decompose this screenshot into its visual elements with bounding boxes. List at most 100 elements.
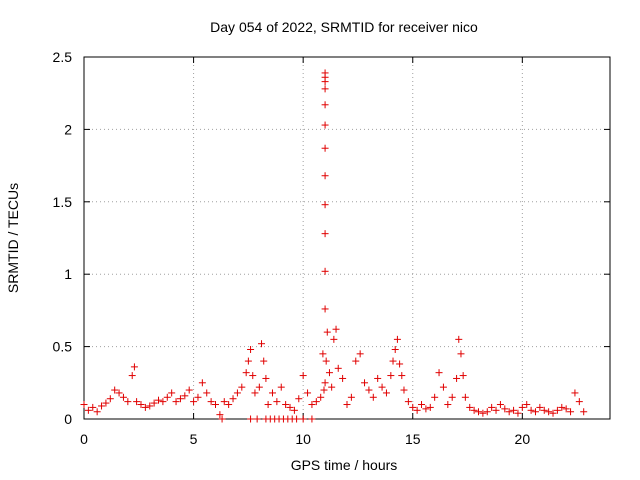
x-tick-label: 10	[295, 431, 311, 447]
data-point	[496, 401, 504, 409]
data-point	[422, 405, 430, 413]
data-point	[102, 399, 110, 407]
data-point	[299, 415, 307, 423]
data-point	[549, 409, 557, 417]
data-point	[387, 372, 395, 380]
data-point	[190, 398, 198, 406]
data-point	[321, 172, 329, 180]
data-point	[115, 389, 123, 397]
x-tick-label: 5	[190, 431, 198, 447]
data-point	[374, 374, 382, 382]
data-point	[218, 415, 226, 423]
x-tick-label: 20	[515, 431, 531, 447]
data-point	[273, 398, 281, 406]
data-point	[321, 305, 329, 313]
data-point	[448, 393, 456, 401]
data-point	[203, 389, 211, 397]
y-tick-label: 0.5	[53, 339, 73, 355]
data-point	[106, 395, 114, 403]
data-point	[571, 389, 579, 397]
y-ticks: 0 0.5 1 1.5 2 2.5	[53, 49, 610, 427]
data-point	[247, 345, 255, 353]
data-point	[238, 383, 246, 391]
data-point	[453, 374, 461, 382]
data-point	[194, 393, 202, 401]
data-point	[369, 393, 377, 401]
data-point	[356, 350, 364, 358]
data-point	[323, 328, 331, 336]
data-point	[146, 402, 154, 410]
y-tick-label: 2.5	[53, 49, 73, 65]
data-point	[518, 403, 526, 411]
data-point	[159, 398, 167, 406]
data-point	[389, 357, 397, 365]
data-point	[124, 398, 132, 406]
data-point	[391, 345, 399, 353]
data-point	[365, 386, 373, 394]
data-point	[325, 369, 333, 377]
data-point	[308, 401, 316, 409]
data-point	[141, 403, 149, 411]
data-point	[220, 398, 228, 406]
data-point	[457, 350, 465, 358]
data-point	[455, 335, 463, 343]
chart-title: Day 054 of 2022, SRMTID for receiver nic…	[210, 19, 478, 35]
grid-lines	[84, 57, 610, 419]
data-point	[321, 201, 329, 209]
data-point	[479, 409, 487, 417]
y-tick-label: 0	[64, 411, 72, 427]
data-points	[80, 69, 588, 423]
data-point	[461, 393, 469, 401]
data-point	[258, 340, 266, 348]
data-point	[321, 267, 329, 275]
data-point	[426, 403, 434, 411]
data-point	[233, 389, 241, 397]
data-point	[80, 401, 88, 409]
data-point	[339, 374, 347, 382]
data-point	[225, 401, 233, 409]
data-point	[133, 398, 141, 406]
data-point	[319, 350, 327, 358]
data-point	[558, 403, 566, 411]
data-point	[413, 406, 421, 414]
data-point	[304, 389, 312, 397]
data-point	[251, 389, 259, 397]
y-tick-label: 2	[64, 121, 72, 137]
data-point	[505, 408, 513, 416]
data-point	[536, 403, 544, 411]
data-point	[553, 406, 561, 414]
x-tick-label: 15	[405, 431, 421, 447]
data-point	[545, 408, 553, 416]
data-point	[404, 398, 412, 406]
data-point	[321, 85, 329, 93]
data-point	[212, 401, 219, 409]
data-point	[361, 379, 369, 387]
data-point	[378, 383, 386, 391]
data-point	[172, 398, 180, 406]
data-point	[181, 392, 189, 400]
y-axis-label: SRMTID / TECUs	[5, 183, 21, 293]
data-point	[492, 406, 500, 414]
data-point	[514, 409, 522, 417]
data-point	[128, 372, 136, 380]
data-point	[317, 393, 325, 401]
data-point	[293, 415, 301, 423]
data-point	[264, 401, 272, 409]
data-point	[475, 408, 482, 416]
data-point	[575, 398, 583, 406]
data-point	[299, 372, 307, 380]
data-point	[321, 69, 329, 77]
data-point	[255, 383, 263, 391]
x-tick-label: 0	[80, 431, 88, 447]
data-point	[150, 399, 158, 407]
data-point	[198, 379, 206, 387]
data-point	[488, 403, 496, 411]
data-point	[444, 401, 452, 409]
x-axis-label: GPS time / hours	[291, 457, 398, 473]
y-tick-label: 1	[64, 266, 72, 282]
data-point	[163, 393, 171, 401]
data-point	[501, 405, 509, 413]
data-point	[330, 335, 338, 343]
